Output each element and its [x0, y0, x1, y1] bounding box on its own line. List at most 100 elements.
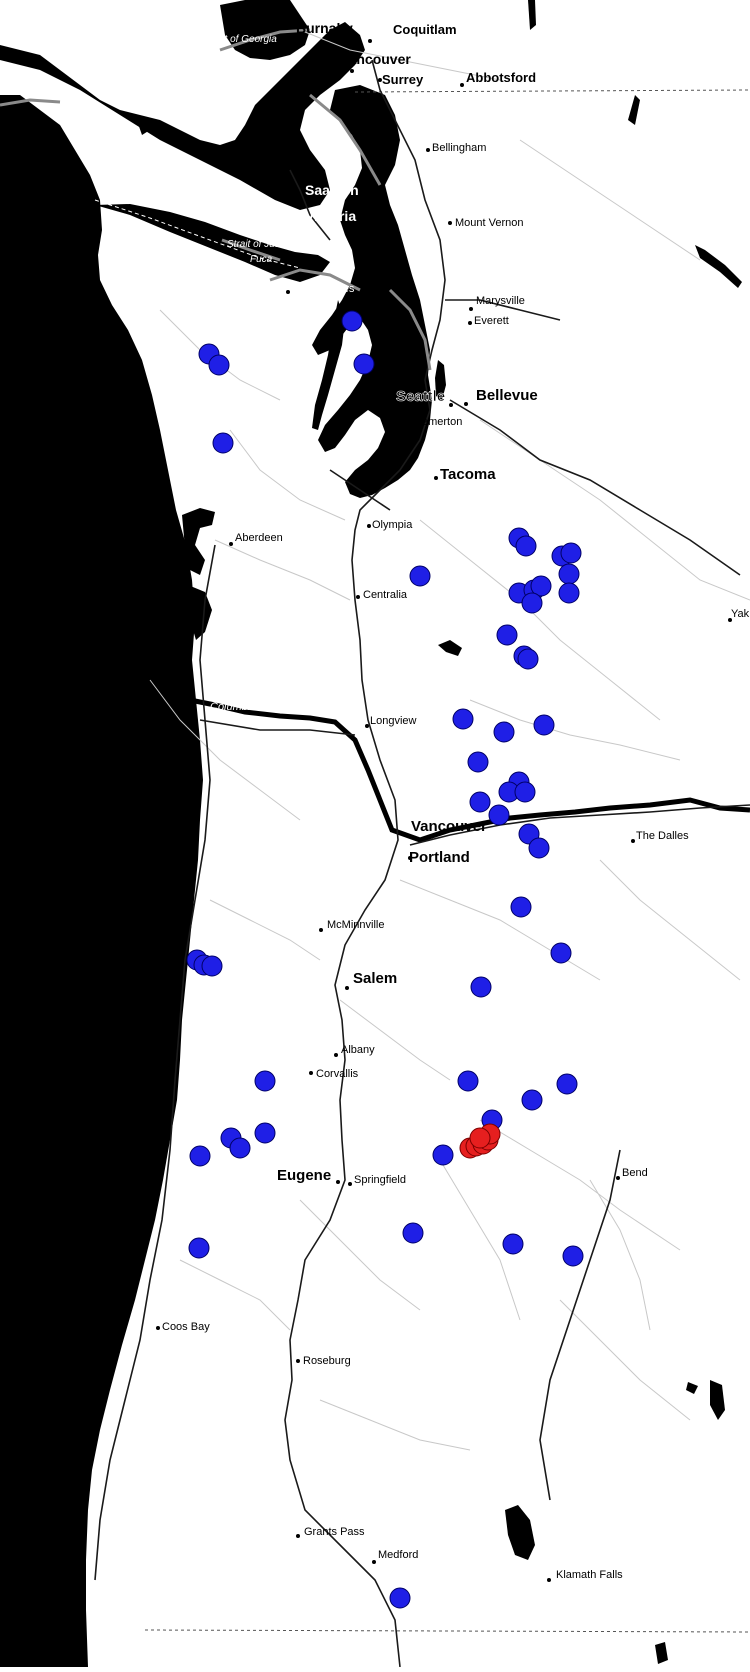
blue-marker[interactable] — [558, 563, 580, 585]
blue-marker[interactable] — [469, 791, 491, 813]
label-vancouver-bc: Vancouver — [340, 51, 411, 67]
label-abbotsford: Abbotsford — [466, 70, 536, 85]
blue-marker[interactable] — [556, 1073, 578, 1095]
lake-ne-2 — [628, 95, 640, 125]
blue-marker[interactable] — [201, 955, 223, 977]
blue-marker[interactable] — [189, 1145, 211, 1167]
blue-marker[interactable] — [493, 721, 515, 743]
upper-klamath-lake — [505, 1505, 535, 1560]
label-corvallis: Corvallis — [316, 1068, 359, 1080]
blue-marker[interactable] — [470, 976, 492, 998]
label-columbia-river: Columbia River — [210, 701, 287, 713]
blue-marker[interactable] — [341, 310, 363, 332]
red-markers — [459, 1123, 501, 1159]
label-aberdeen: Aberdeen — [235, 532, 283, 544]
lake-north — [528, 0, 536, 30]
label-eugene: Eugene — [277, 1167, 331, 1184]
blue-marker[interactable] — [353, 353, 375, 375]
blue-marker[interactable] — [521, 592, 543, 614]
city-dots — [156, 39, 732, 1582]
label-roseburg: Roseburg — [303, 1355, 351, 1367]
blue-marker[interactable] — [254, 1070, 276, 1092]
label-mount-vernon: Mount Vernon — [455, 217, 524, 229]
label-portland: Portland — [409, 849, 470, 866]
blue-marker[interactable] — [515, 535, 537, 557]
label-saanich: Saanich — [305, 182, 359, 198]
blue-marker[interactable] — [208, 354, 230, 376]
label-bellevue: Bellevue — [476, 387, 538, 404]
blue-marker[interactable] — [528, 837, 550, 859]
blue-marker[interactable] — [229, 1137, 251, 1159]
place-labels: Burnaby Coquitlam Vancouver Surrey Abbot… — [162, 20, 750, 1581]
label-medford: Medford — [378, 1549, 418, 1561]
label-vancouver-wa: Vancouver — [411, 818, 487, 835]
blue-marker[interactable] — [562, 1245, 584, 1267]
label-everett: Everett — [474, 315, 509, 327]
blue-marker[interactable] — [467, 751, 489, 773]
label-marysville: Marysville — [476, 295, 525, 307]
label-bellingham: Bellingham — [432, 142, 486, 154]
label-olympia: Olympia — [372, 519, 413, 531]
lake-east-1 — [710, 1380, 725, 1420]
blue-marker[interactable] — [488, 804, 510, 826]
label-bend: Bend — [622, 1167, 648, 1179]
blue-marker[interactable] — [212, 432, 234, 454]
blue-marker[interactable] — [389, 1587, 411, 1609]
blue-marker[interactable] — [514, 781, 536, 803]
pacific-ocean — [0, 95, 203, 1667]
label-victoria: Victoria — [305, 208, 356, 224]
blue-marker[interactable] — [452, 708, 474, 730]
strait-lower-shore — [95, 204, 330, 282]
label-port-angeles: Port Angeles — [292, 283, 355, 295]
lake-washington — [435, 360, 446, 400]
blue-marker[interactable] — [402, 1222, 424, 1244]
label-coquitlam: Coquitlam — [393, 22, 457, 37]
riffe-lake — [438, 640, 462, 656]
blue-marker[interactable] — [502, 1233, 524, 1255]
blue-marker[interactable] — [188, 1237, 210, 1259]
label-surrey: Surrey — [382, 72, 424, 87]
ferry-routes — [0, 28, 432, 371]
label-longview: Longview — [370, 715, 417, 727]
label-salem: Salem — [353, 970, 397, 987]
label-klamath-falls: Klamath Falls — [556, 1569, 623, 1581]
blue-marker[interactable] — [521, 1089, 543, 1111]
hood-canal — [312, 300, 345, 430]
label-strait-of-georgia: Strait of Georgia — [204, 34, 277, 45]
label-burnaby: Burnaby — [296, 20, 353, 36]
label-bremerton: Bremerton — [411, 416, 462, 428]
blue-markers — [186, 310, 584, 1609]
red-marker[interactable] — [469, 1127, 491, 1149]
blue-marker[interactable] — [496, 624, 518, 646]
blue-marker[interactable] — [558, 582, 580, 604]
label-coos-bay: Coos Bay — [162, 1321, 210, 1333]
label-springfield: Springfield — [354, 1174, 406, 1186]
columbia-river-water — [189, 697, 750, 843]
blue-marker[interactable] — [457, 1070, 479, 1092]
blue-marker[interactable] — [530, 575, 552, 597]
blue-marker[interactable] — [254, 1122, 276, 1144]
label-strait-juan-de-fuca-2: Fuca — [250, 254, 273, 265]
lake-ne — [695, 245, 742, 288]
blue-marker[interactable] — [533, 714, 555, 736]
maritime-border — [94, 199, 301, 269]
blue-marker[interactable] — [432, 1144, 454, 1166]
label-grants-pass: Grants Pass — [304, 1526, 365, 1538]
lake-nw — [135, 115, 150, 135]
label-albany: Albany — [341, 1044, 375, 1056]
blue-marker[interactable] — [409, 565, 431, 587]
strait-of-juan-de-fuca — [0, 22, 365, 210]
label-mcminnville: McMinnville — [327, 919, 384, 931]
label-tacoma: Tacoma — [440, 466, 496, 483]
strait-of-georgia-water — [220, 0, 310, 60]
blue-marker[interactable] — [550, 942, 572, 964]
highways — [94, 59, 750, 1668]
blue-marker[interactable] — [560, 542, 582, 564]
lake-south — [655, 1642, 668, 1664]
blue-marker[interactable] — [517, 648, 539, 670]
grays-harbor — [182, 508, 215, 575]
blue-marker[interactable] — [510, 896, 532, 918]
puget-sound — [312, 85, 432, 498]
